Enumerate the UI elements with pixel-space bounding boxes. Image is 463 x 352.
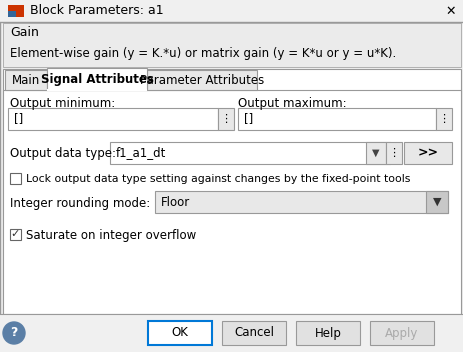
Bar [295, 321, 359, 345]
Text: OK: OK [171, 327, 188, 339]
Text: Parameter Attributes: Parameter Attributes [139, 74, 263, 87]
Bar [0, 0, 463, 22]
Bar [148, 321, 212, 345]
Bar [8, 5, 24, 17]
Bar [385, 142, 401, 164]
Bar [110, 142, 389, 164]
Bar [3, 90, 460, 314]
Bar [365, 142, 385, 164]
Bar [10, 229, 21, 240]
Bar [3, 23, 460, 67]
Text: Block Parameters: a1: Block Parameters: a1 [30, 5, 163, 18]
Text: Lock output data type setting against changes by the fixed-point tools: Lock output data type setting against ch… [26, 174, 409, 184]
Bar [0, 314, 463, 352]
Bar [5, 70, 47, 90]
Text: Element-wise gain (y = K.*u) or matrix gain (y = K*u or y = u*K).: Element-wise gain (y = K.*u) or matrix g… [10, 46, 395, 59]
Text: Saturate on integer overflow: Saturate on integer overflow [26, 228, 196, 241]
Text: ⋮: ⋮ [388, 148, 399, 158]
Bar [10, 173, 21, 184]
Text: Main: Main [12, 74, 40, 87]
Text: ⋮: ⋮ [438, 114, 449, 124]
Text: Help: Help [314, 327, 341, 339]
Text: ?: ? [10, 327, 18, 339]
Text: Output data type:: Output data type: [10, 147, 116, 161]
Text: ✓: ✓ [11, 230, 20, 239]
Bar [218, 108, 233, 130]
Bar [3, 69, 460, 314]
Circle shape [3, 322, 25, 344]
Text: Output maximum:: Output maximum: [238, 98, 346, 111]
Text: ▼: ▼ [432, 197, 440, 207]
Text: Integer rounding mode:: Integer rounding mode: [10, 197, 150, 210]
Text: ▼: ▼ [371, 148, 379, 158]
Text: []: [] [14, 113, 23, 126]
Text: Floor: Floor [161, 195, 190, 208]
Bar [221, 321, 285, 345]
Bar [8, 108, 218, 130]
Bar [403, 142, 451, 164]
Bar [8, 11, 16, 17]
Text: Output minimum:: Output minimum: [10, 98, 115, 111]
Text: Cancel: Cancel [233, 327, 274, 339]
Text: ✕: ✕ [444, 5, 455, 18]
Text: >>: >> [417, 146, 438, 159]
Text: Apply: Apply [384, 327, 418, 339]
Text: []: [] [244, 113, 253, 126]
Bar [435, 108, 451, 130]
Text: Signal Attributes: Signal Attributes [40, 73, 153, 86]
Bar [425, 191, 447, 213]
Bar [47, 68, 147, 90]
Bar [155, 191, 447, 213]
Bar [369, 321, 433, 345]
Text: ⋮: ⋮ [220, 114, 231, 124]
Bar [147, 70, 257, 90]
Text: Gain: Gain [10, 25, 39, 38]
Text: f1_a1_dt: f1_a1_dt [116, 146, 166, 159]
Bar [238, 108, 435, 130]
